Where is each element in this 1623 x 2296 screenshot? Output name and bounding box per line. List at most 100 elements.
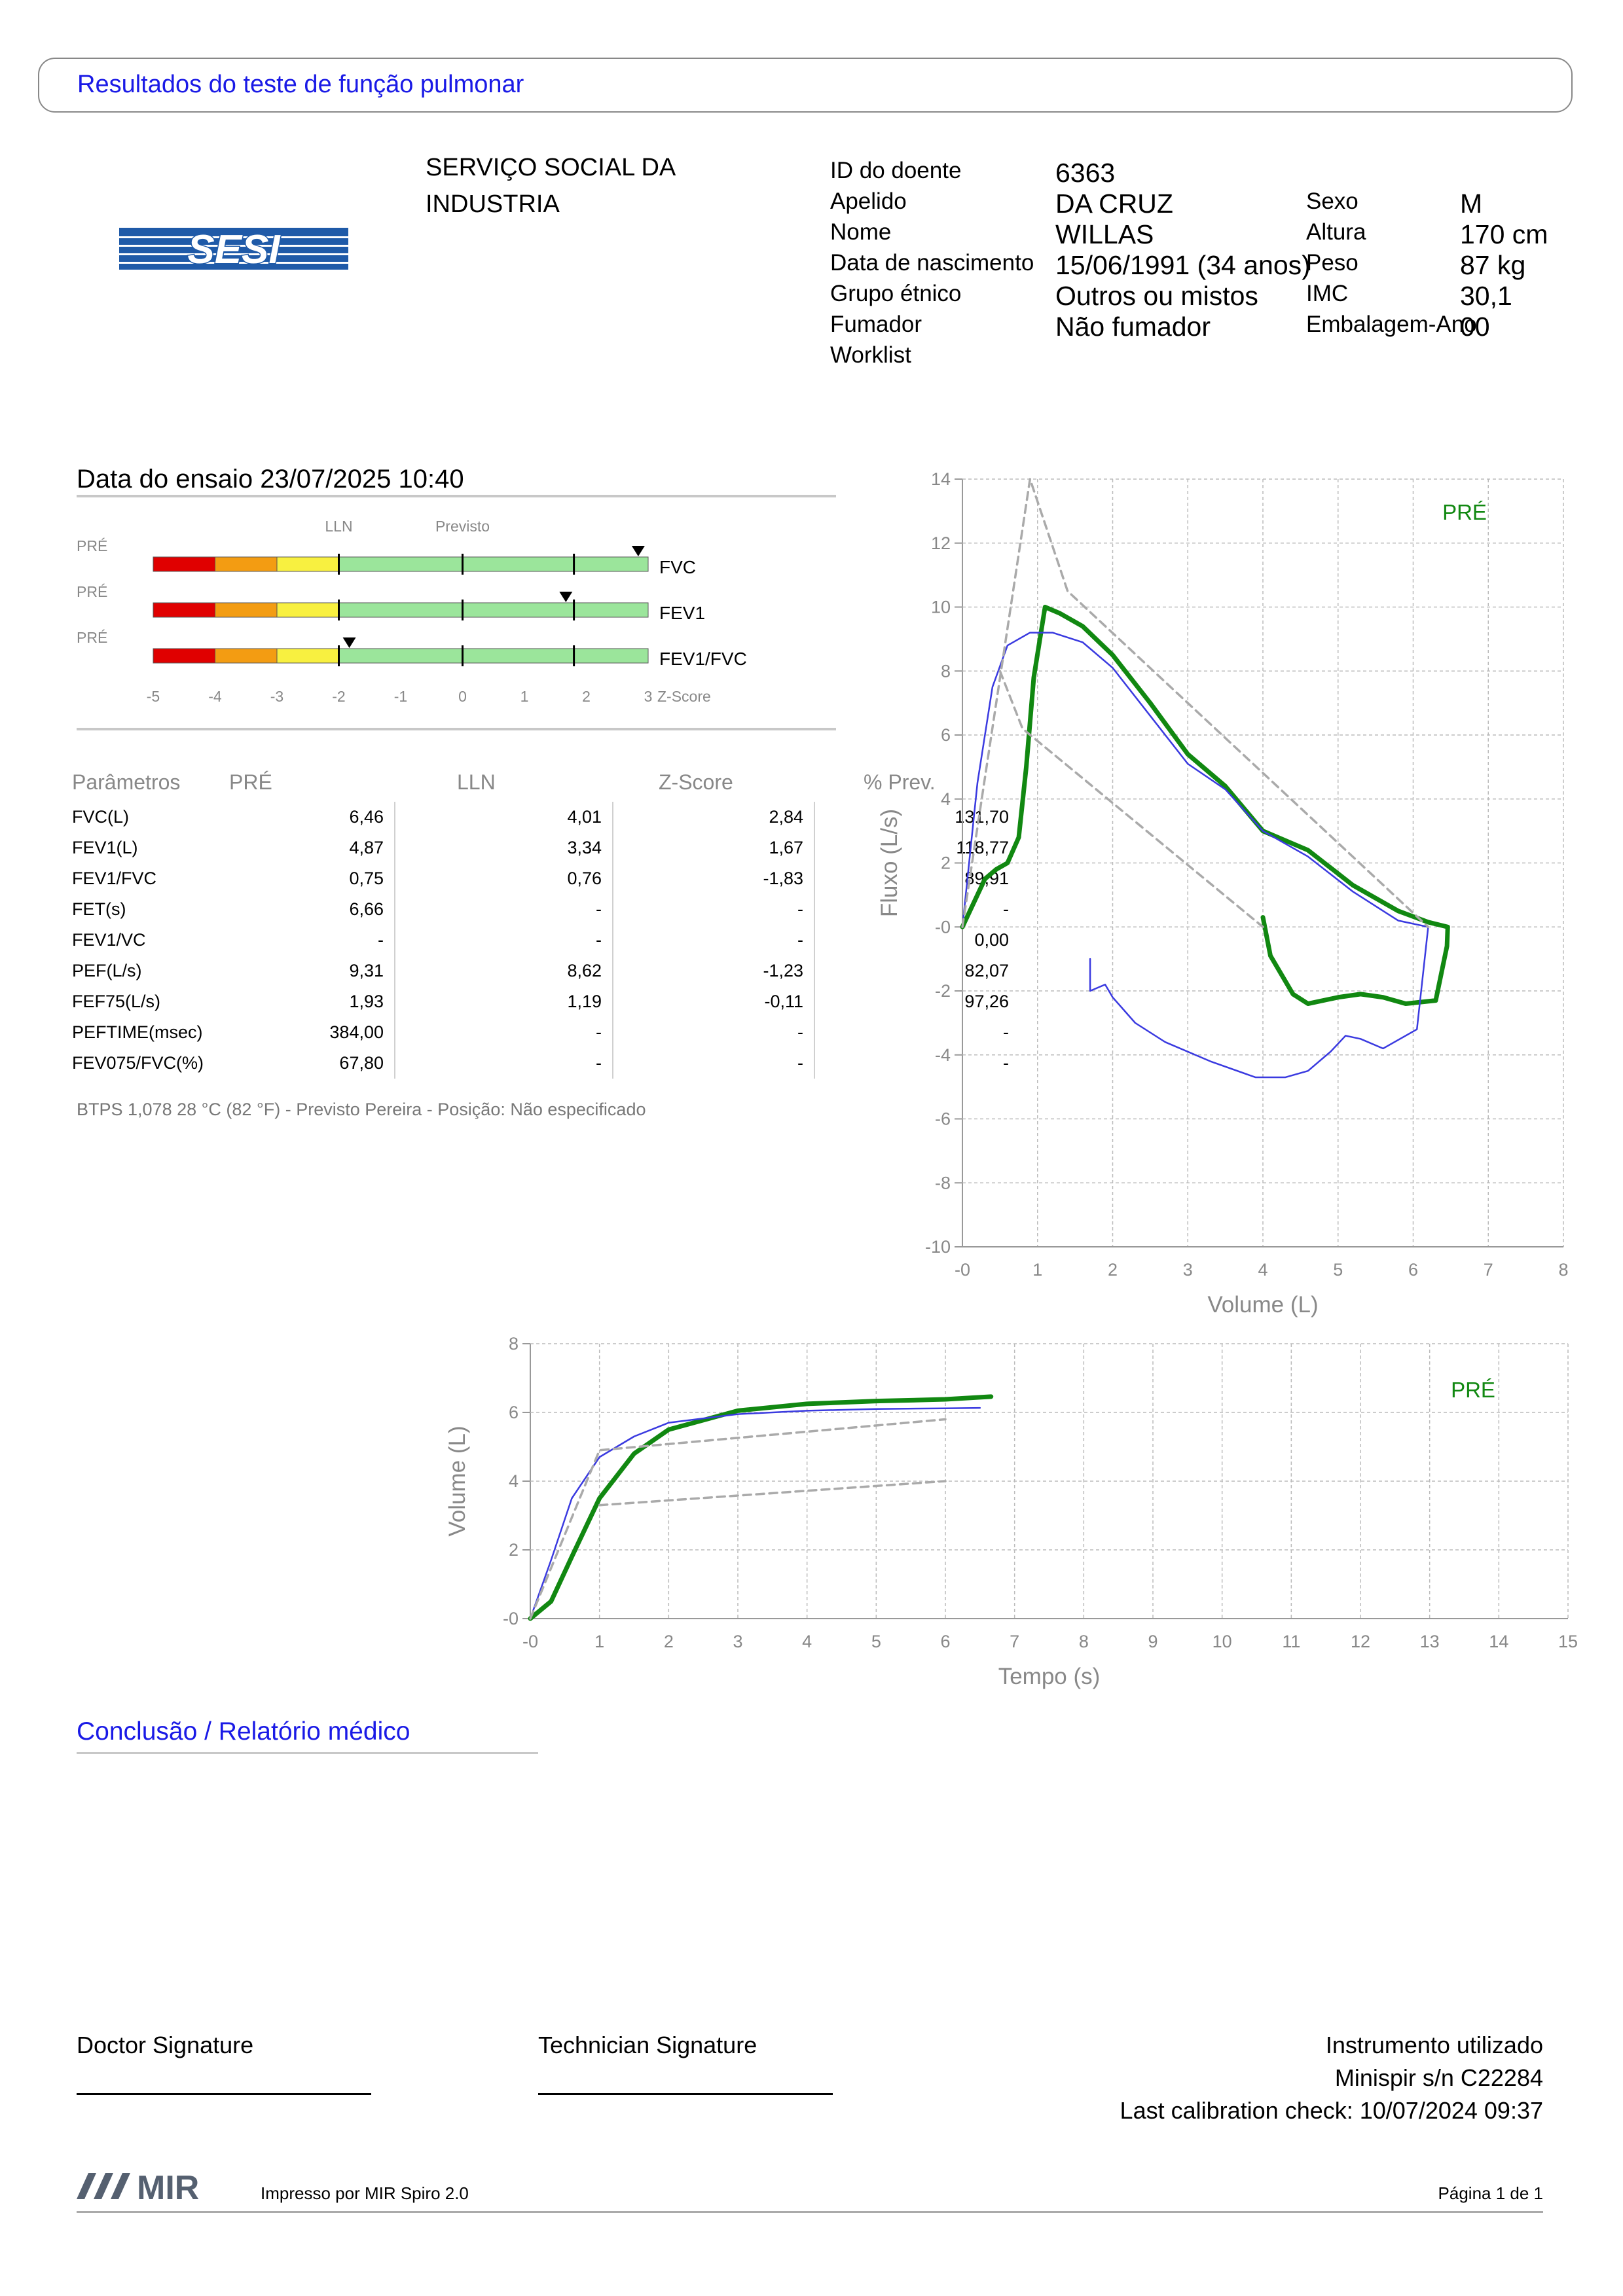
param-value-cell: - [613, 894, 815, 925]
id-value: 6363 [1055, 158, 1116, 188]
x-tick-label: 13 [1420, 1632, 1440, 1651]
param-value-cell: 82,07 [964, 961, 1009, 980]
param-name-cell: PEFTIME(msec) [72, 1022, 203, 1042]
dob-value: 15/06/1991 (34 anos) [1055, 250, 1311, 280]
y-tick-label: 6 [509, 1403, 519, 1422]
param-value-cell: 2,84 [613, 802, 815, 833]
zscore-tick-label: 0 [458, 688, 467, 705]
org-line1: SERVIÇO SOCIAL DA [426, 154, 676, 181]
col-header: LLN [457, 770, 496, 794]
zscore-tick-label: -1 [394, 688, 407, 705]
x-tick-label: 3 [1183, 1260, 1193, 1280]
zscore-tick-label: 2 [582, 688, 591, 705]
conclusion-underline [77, 1752, 538, 1754]
param-value-cell: - [1003, 899, 1009, 919]
pack-value: 00 [1460, 312, 1490, 342]
x-axis-label: Volume (L) [1207, 1292, 1318, 1318]
y-axis-label: Volume (L) [445, 1426, 470, 1536]
col-header: % Prev. [864, 770, 936, 794]
divider-mid [77, 728, 836, 730]
y-tick-label: -10 [925, 1237, 951, 1257]
name-value: WILLAS [1055, 219, 1154, 249]
zscore-band [338, 602, 649, 618]
x-tick-label: 6 [1408, 1260, 1418, 1280]
worklist-label: Worklist [830, 342, 911, 368]
param-value-cell: 3,34 [395, 833, 613, 863]
height-value: 170 cm [1460, 219, 1548, 249]
param-value-cell: 4,01 [395, 802, 613, 833]
param-value-cell: - [395, 894, 613, 925]
x-tick-label: 5 [871, 1632, 881, 1651]
x-tick-label: 12 [1351, 1632, 1370, 1651]
zscore-band [153, 648, 215, 664]
calibration-check: Last calibration check: 10/07/2024 09:37 [1120, 2097, 1543, 2124]
param-value-cell: 8,62 [395, 956, 613, 986]
col-header: Parâmetros [72, 770, 181, 794]
param-name-cell: FEV1/VC [72, 930, 146, 950]
chart-annotation: PRÉ [1442, 500, 1487, 524]
measurement-note: BTPS 1,078 28 °C (82 °F) - Previsto Pere… [77, 1100, 646, 1119]
y-tick-label: -2 [935, 981, 951, 1001]
predicted-curve [961, 478, 1430, 928]
x-tick-label: 5 [1333, 1260, 1343, 1280]
zscore-band [215, 556, 278, 572]
param-name-cell: FVC(L) [72, 807, 129, 827]
table-row: FEF75(L/s) 1,93 1,19 -0,11 97,26 [72, 986, 1019, 1017]
volume-time-chart: -0 1 2 3 4 5 6 7 8 9 10 11 12 13 14 15 -0 2 4 6 8 Tempo (s) Vo… [419, 1329, 1597, 1708]
lln-label: LLN [325, 518, 352, 535]
col-header: PRÉ [229, 770, 272, 794]
zscore-axis-label: Z-Score [657, 688, 711, 705]
x-tick-label: 6 [940, 1632, 950, 1651]
param-value-cell: 0,76 [395, 863, 613, 894]
param-value-cell: -1,83 [613, 863, 815, 894]
height-label: Altura [1306, 219, 1366, 245]
zscore-tick-label: -2 [332, 688, 345, 705]
zscore-tick-label: -4 [208, 688, 222, 705]
bmi-value: 30,1 [1460, 281, 1512, 311]
x-tick-label: 3 [733, 1632, 742, 1651]
divider-top [77, 495, 836, 497]
param-name-cell: PEF(L/s) [72, 961, 142, 980]
y-tick-label: -4 [935, 1045, 951, 1065]
param-value-cell: 9,31 [216, 956, 395, 986]
param-value-cell: - [395, 1048, 613, 1079]
best-curve [960, 605, 1450, 1007]
dob-label: Data de nascimento [830, 250, 1034, 276]
metric-name: FEV1 [659, 603, 705, 623]
param-value-cell: 97,26 [964, 992, 1009, 1011]
surname-label: Apelido [830, 188, 907, 214]
param-value-cell: 118,77 [956, 838, 1009, 857]
x-tick-label: 2 [664, 1632, 674, 1651]
zscore-band [276, 648, 339, 664]
chart-annotation: PRÉ [1451, 1378, 1495, 1402]
instrument-model: Minispir s/n C22284 [1334, 2064, 1543, 2091]
zscore-tick-label: -3 [270, 688, 283, 705]
y-axis-label: Fluxo (L/s) [877, 809, 902, 917]
x-tick-label: 8 [1079, 1632, 1089, 1651]
x-tick-label: 4 [1258, 1260, 1267, 1280]
x-tick-label: 7 [1484, 1260, 1493, 1280]
weight-label: Peso [1306, 250, 1359, 276]
param-value-cell: - [613, 1017, 815, 1048]
param-value-cell: - [613, 925, 815, 956]
col-header: Z-Score [659, 770, 733, 794]
param-value-cell: 6,46 [216, 802, 395, 833]
predicted-curve [598, 1480, 947, 1507]
doctor-signature-label: Doctor Signature [77, 2032, 254, 2058]
param-value-cell: - [1003, 1022, 1009, 1042]
param-value-cell: 6,66 [216, 894, 395, 925]
mir-logo-text: MIR [137, 2169, 199, 2206]
y-tick-label: 4 [941, 789, 951, 809]
param-value-cell: - [613, 1048, 815, 1079]
y-tick-label: 12 [931, 533, 951, 553]
param-value-cell: 1,93 [216, 986, 395, 1017]
y-tick-label: 4 [509, 1471, 519, 1491]
mir-logo: MIR [77, 2166, 247, 2207]
param-value-cell: - [395, 1017, 613, 1048]
zscore-pointer [559, 592, 573, 602]
sesi-logo-graphic: SESI [119, 226, 348, 274]
y-tick-label: 14 [931, 469, 951, 489]
param-value-cell: 0,75 [216, 863, 395, 894]
param-value-cell: -0,11 [613, 986, 815, 1017]
param-value-cell: 384,00 [216, 1017, 395, 1048]
